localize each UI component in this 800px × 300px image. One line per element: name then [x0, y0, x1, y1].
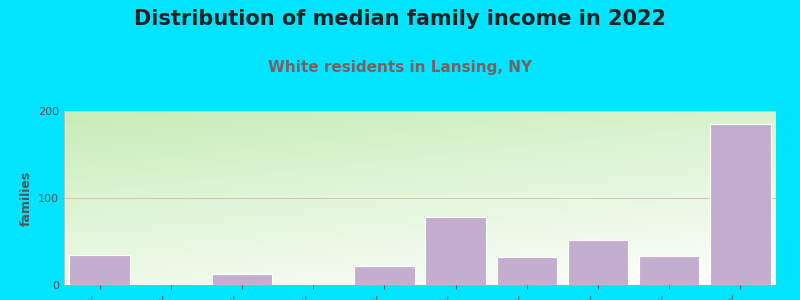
Bar [568, 240, 628, 285]
Bar [426, 217, 486, 285]
Bar [497, 257, 557, 285]
Bar [70, 254, 130, 285]
Bar [212, 274, 272, 285]
Bar [639, 256, 699, 285]
Bar [354, 266, 414, 285]
Bar [710, 124, 770, 285]
Text: White residents in Lansing, NY: White residents in Lansing, NY [268, 60, 532, 75]
Text: Distribution of median family income in 2022: Distribution of median family income in … [134, 9, 666, 29]
Y-axis label: families: families [19, 170, 33, 226]
